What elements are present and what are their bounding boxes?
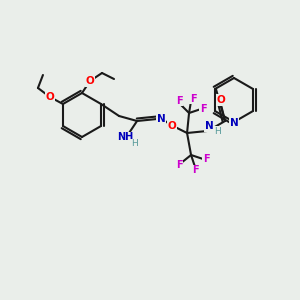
Text: N: N [205, 121, 213, 131]
Text: H: H [131, 140, 137, 148]
Text: F: F [176, 96, 182, 106]
Text: N: N [230, 118, 238, 128]
Text: N: N [157, 114, 165, 124]
Text: F: F [192, 165, 198, 175]
Text: F: F [200, 104, 206, 114]
Text: H: H [214, 127, 220, 136]
Text: F: F [203, 154, 209, 164]
Text: O: O [168, 121, 176, 131]
Text: O: O [46, 92, 54, 102]
Text: O: O [217, 95, 225, 105]
Text: O: O [85, 76, 94, 86]
Text: NH: NH [117, 132, 133, 142]
Text: F: F [176, 160, 182, 170]
Text: F: F [190, 94, 196, 104]
